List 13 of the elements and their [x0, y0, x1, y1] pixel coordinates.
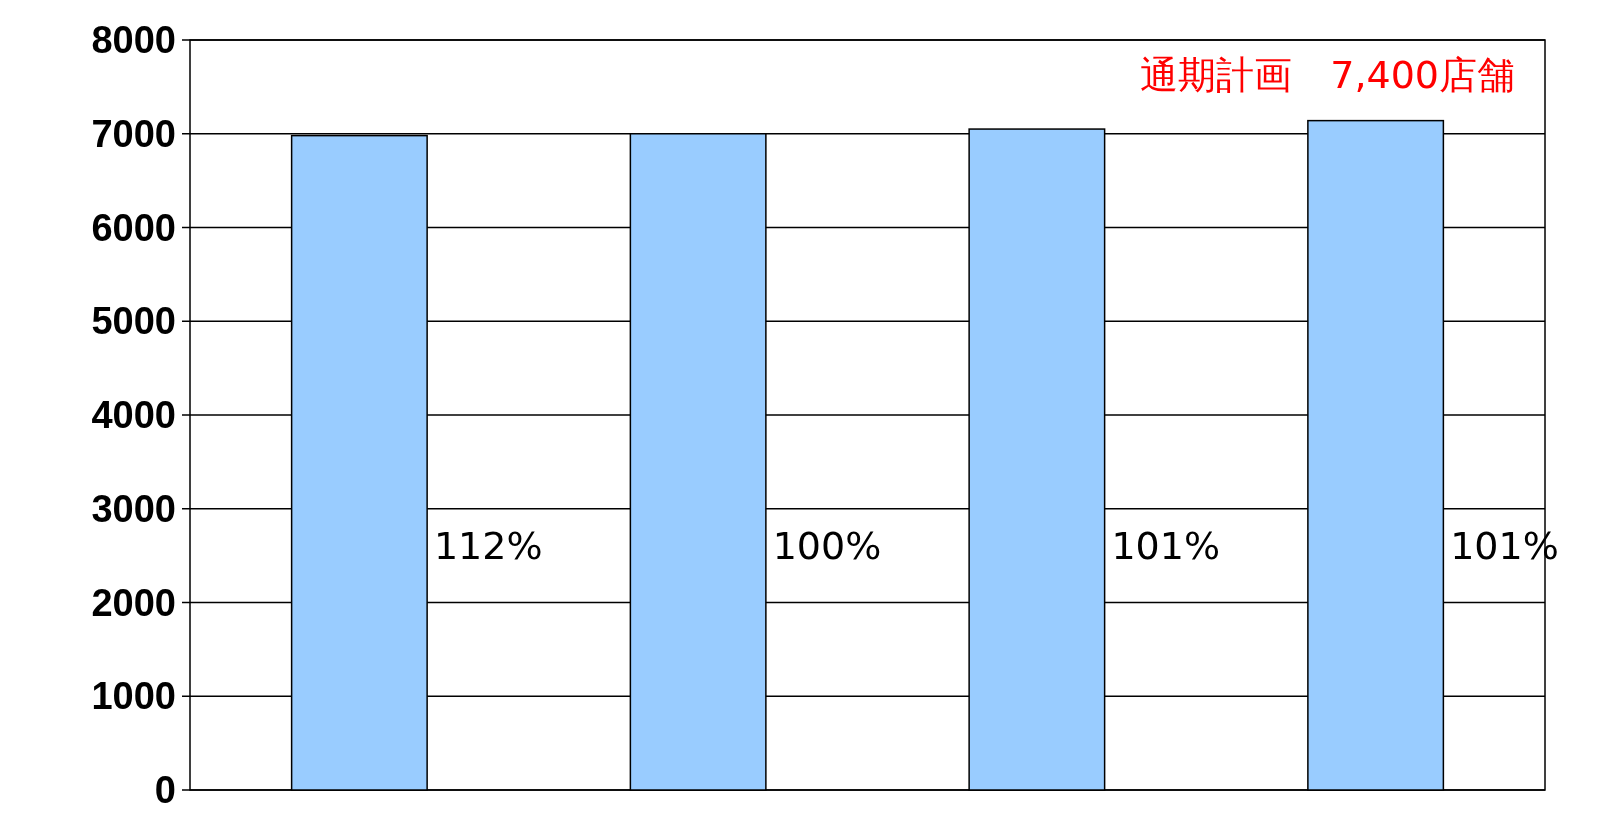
annotation: 101% — [1111, 523, 1221, 568]
annotation: 100% — [772, 523, 882, 568]
y-tick-label: 0 — [154, 769, 176, 811]
y-tick-label: 5000 — [91, 300, 176, 343]
y-tick-label: 8000 — [91, 19, 176, 61]
annotation: 通期計画 7,400店舗 — [1140, 53, 1515, 97]
annotation: 112% — [433, 523, 543, 568]
y-tick-label: 4000 — [91, 394, 176, 436]
y-tick-label: 7000 — [91, 112, 176, 155]
y-tick-label: 6000 — [91, 206, 176, 249]
y-tick-label: 1000 — [91, 675, 176, 718]
y-tick-label: 3000 — [91, 487, 176, 530]
y-tick-label: 2000 — [91, 581, 176, 624]
